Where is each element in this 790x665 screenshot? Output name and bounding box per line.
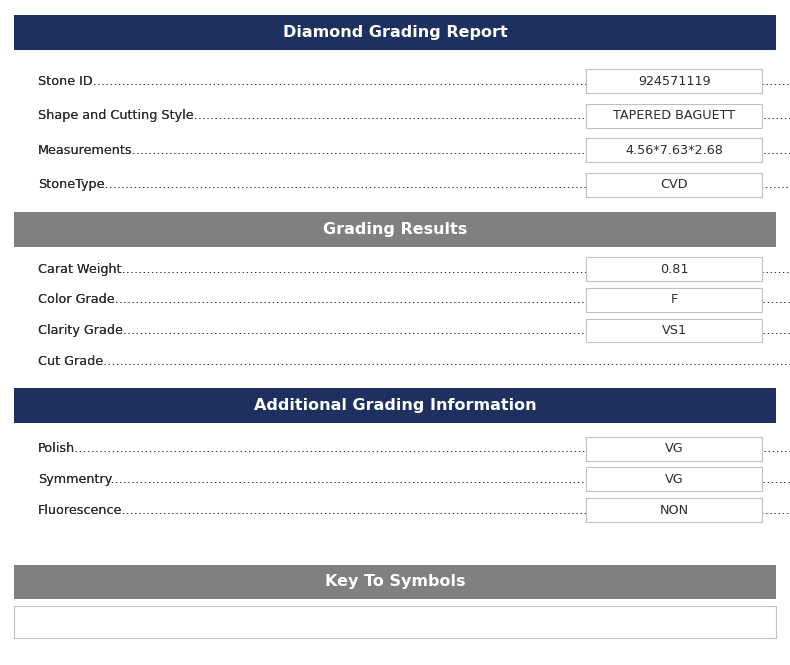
Text: Shape and Cutting Style: Shape and Cutting Style: [38, 109, 194, 122]
Text: Polish..........................................................................: Polish..................................…: [38, 442, 790, 456]
FancyBboxPatch shape: [586, 319, 762, 342]
Text: VG: VG: [665, 442, 683, 456]
Text: Shape and Cutting Style.........................................................: Shape and Cutting Style.................…: [38, 109, 790, 122]
Text: Color Grade.....................................................................: Color Grade.............................…: [38, 293, 790, 307]
FancyBboxPatch shape: [14, 388, 776, 423]
Text: Carat Weight....................................................................: Carat Weight............................…: [38, 263, 790, 276]
Text: Color Grade: Color Grade: [38, 293, 115, 307]
Text: 0.81: 0.81: [660, 263, 689, 276]
Text: Key To Symbols: Key To Symbols: [325, 575, 465, 589]
Text: Symmentry: Symmentry: [38, 473, 112, 486]
Text: NON: NON: [660, 503, 689, 517]
Text: Polish: Polish: [38, 442, 75, 456]
Text: VS1: VS1: [662, 324, 687, 337]
Text: StoneType.......................................................................: StoneType...............................…: [38, 178, 790, 192]
Text: Carat Weight: Carat Weight: [38, 263, 122, 276]
Text: Cut Grade: Cut Grade: [38, 354, 103, 368]
FancyBboxPatch shape: [586, 467, 762, 491]
FancyBboxPatch shape: [586, 138, 762, 162]
Text: Grading Results: Grading Results: [323, 222, 467, 237]
Text: StoneType: StoneType: [38, 178, 104, 192]
FancyBboxPatch shape: [586, 104, 762, 128]
FancyBboxPatch shape: [586, 173, 762, 197]
Text: Fluorescence....................................................................: Fluorescence............................…: [38, 503, 790, 517]
FancyBboxPatch shape: [586, 498, 762, 522]
Text: 4.56*7.63*2.68: 4.56*7.63*2.68: [626, 144, 723, 157]
Text: Clarity Grade: Clarity Grade: [38, 324, 122, 337]
Text: 924571119: 924571119: [638, 74, 710, 88]
Text: Additional Grading Information: Additional Grading Information: [254, 398, 536, 413]
Text: CVD: CVD: [660, 178, 688, 192]
FancyBboxPatch shape: [14, 212, 776, 247]
Text: Stone ID: Stone ID: [38, 74, 92, 88]
Text: VG: VG: [665, 473, 683, 486]
FancyBboxPatch shape: [586, 257, 762, 281]
FancyBboxPatch shape: [14, 606, 776, 638]
Text: Diamond Grading Report: Diamond Grading Report: [283, 25, 507, 40]
Text: F: F: [671, 293, 678, 307]
Text: Measurements: Measurements: [38, 144, 133, 157]
Text: Measurements....................................................................: Measurements............................…: [38, 144, 790, 157]
Text: Clarity Grade...................................................................: Clarity Grade...........................…: [38, 324, 790, 337]
FancyBboxPatch shape: [586, 437, 762, 461]
Text: Cut Grade.......................................................................: Cut Grade...............................…: [38, 354, 790, 368]
FancyBboxPatch shape: [586, 288, 762, 312]
Text: Stone ID........................................................................: Stone ID................................…: [38, 74, 790, 88]
FancyBboxPatch shape: [586, 69, 762, 93]
Text: Symmentry.......................................................................: Symmentry...............................…: [38, 473, 790, 486]
FancyBboxPatch shape: [14, 15, 776, 50]
Text: Fluorescence: Fluorescence: [38, 503, 122, 517]
Text: TAPERED BAGUETT: TAPERED BAGUETT: [613, 109, 735, 122]
FancyBboxPatch shape: [14, 565, 776, 599]
